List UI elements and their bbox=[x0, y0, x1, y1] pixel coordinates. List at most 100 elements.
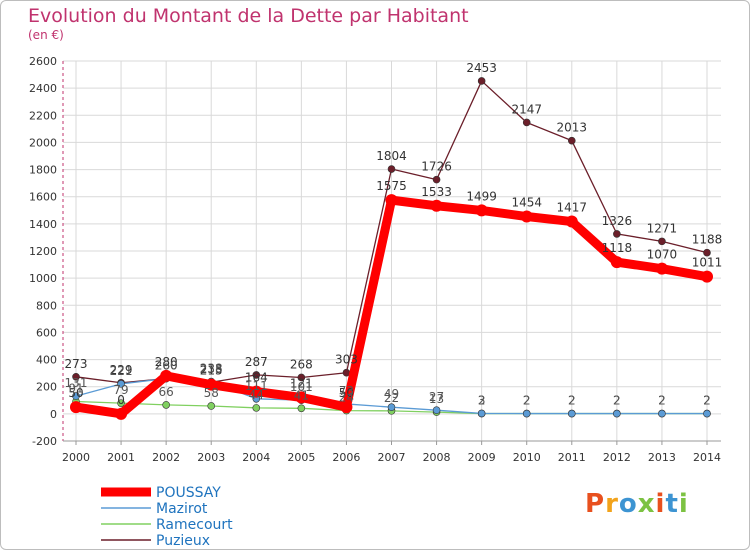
point-mazirot bbox=[522, 409, 531, 418]
legend-label-mazirot: Mazirot bbox=[156, 501, 208, 517]
point-puzieux bbox=[252, 371, 261, 379]
chart-title: Evolution du Montant de la Dette par Hab… bbox=[28, 5, 469, 27]
y-tick-label: 1200 bbox=[29, 245, 57, 258]
data-label-puzieux: 2147 bbox=[511, 102, 542, 116]
data-label-mazirot: 101 bbox=[290, 380, 313, 394]
point-mazirot bbox=[387, 403, 396, 412]
data-label-poussay: 1070 bbox=[647, 248, 678, 262]
data-label-poussay: 1118 bbox=[602, 241, 633, 255]
point-poussay bbox=[430, 199, 443, 212]
point-mazirot bbox=[567, 409, 576, 418]
data-label-puzieux: 303 bbox=[335, 353, 358, 367]
x-tick-label: 2001 bbox=[107, 451, 135, 464]
point-puzieux bbox=[567, 136, 576, 145]
y-tick-label: 1800 bbox=[29, 164, 57, 177]
data-label-ramecourt: 91 bbox=[68, 382, 83, 396]
data-label-ramecourt: 13 bbox=[429, 392, 444, 406]
data-label-poussay: 215 bbox=[200, 364, 223, 378]
y-tick-label: 2200 bbox=[29, 109, 57, 122]
point-mazirot bbox=[613, 409, 621, 418]
point-puzieux bbox=[297, 373, 306, 382]
legend-label-poussay: POUSSAY bbox=[156, 485, 221, 501]
x-tick-label: 2005 bbox=[287, 451, 315, 464]
y-tick-label: 800 bbox=[36, 299, 57, 312]
data-label-puzieux: 229 bbox=[110, 363, 133, 377]
logo-letter: i bbox=[678, 489, 689, 519]
point-mazirot bbox=[703, 409, 711, 418]
data-label-ramecourt: 66 bbox=[159, 385, 174, 399]
point-mazirot bbox=[72, 392, 80, 400]
data-label-mazirot: 2 bbox=[658, 394, 666, 408]
data-label-poussay: 1011 bbox=[692, 256, 723, 270]
point-mazirot bbox=[477, 409, 486, 418]
data-label-mazirot: 2 bbox=[703, 394, 711, 408]
x-tick-label: 2003 bbox=[197, 451, 225, 464]
data-label-poussay: 1499 bbox=[466, 189, 497, 203]
point-poussay bbox=[70, 401, 82, 414]
x-tick-label: 2013 bbox=[648, 451, 676, 464]
y-tick-label: 1400 bbox=[29, 218, 57, 231]
point-poussay bbox=[475, 204, 488, 217]
point-ramecourt bbox=[207, 402, 216, 410]
x-tick-label: 2004 bbox=[242, 451, 270, 464]
data-label-poussay: 121 bbox=[290, 376, 313, 390]
data-label-mazirot: 3 bbox=[478, 393, 486, 407]
x-tick-label: 2011 bbox=[558, 451, 586, 464]
y-tick-label: 200 bbox=[36, 381, 57, 394]
point-puzieux bbox=[658, 237, 666, 246]
data-label-puzieux: 2453 bbox=[466, 61, 497, 75]
point-poussay bbox=[250, 385, 263, 398]
proxiti-logo: Proxiti bbox=[585, 489, 689, 519]
data-label-poussay: 50 bbox=[68, 386, 83, 400]
logo-letter: r bbox=[605, 489, 619, 519]
data-label-mazirot: 2 bbox=[568, 394, 576, 408]
logo-letter: x bbox=[637, 489, 656, 519]
x-tick-label: 2009 bbox=[468, 451, 496, 464]
data-label-puzieux: 1271 bbox=[647, 221, 678, 235]
data-label-poussay: 280 bbox=[155, 355, 178, 369]
data-label-mazirot: 2 bbox=[523, 394, 531, 408]
data-label-mazirot: 49 bbox=[384, 387, 399, 401]
data-label-puzieux: 1804 bbox=[376, 149, 407, 163]
legend-label-ramecourt: Ramecourt bbox=[156, 517, 233, 533]
data-label-ramecourt: 2 bbox=[478, 394, 486, 408]
point-puzieux bbox=[522, 118, 531, 127]
data-label-mazirot: 73 bbox=[339, 384, 354, 398]
data-label-puzieux: 273 bbox=[65, 357, 88, 371]
y-tick-label: 1000 bbox=[29, 272, 57, 285]
point-mazirot bbox=[432, 406, 441, 414]
data-label-poussay: 50 bbox=[339, 386, 354, 400]
point-poussay bbox=[385, 194, 398, 207]
x-tick-label: 2007 bbox=[378, 451, 406, 464]
x-tick-label: 2008 bbox=[423, 451, 451, 464]
data-label-puzieux: 287 bbox=[245, 355, 268, 369]
point-poussay bbox=[610, 256, 623, 269]
y-tick-label: 2400 bbox=[29, 82, 57, 95]
point-puzieux bbox=[432, 175, 441, 184]
data-label-ramecourt: 58 bbox=[204, 386, 219, 400]
data-label-puzieux: 260 bbox=[155, 359, 178, 373]
data-label-mazirot: 131 bbox=[65, 376, 88, 390]
y-tick-label: 400 bbox=[36, 354, 57, 367]
data-label-puzieux: 2013 bbox=[557, 121, 588, 135]
y-tick-label: 2000 bbox=[29, 136, 57, 149]
data-label-mazirot: 260 bbox=[155, 359, 178, 373]
point-puzieux bbox=[477, 77, 486, 85]
x-tick-label: 2010 bbox=[513, 451, 541, 464]
legend-label-puzieux: Puzieux bbox=[156, 533, 210, 549]
y-tick-label: -200 bbox=[32, 435, 57, 448]
point-poussay bbox=[115, 407, 128, 420]
point-puzieux bbox=[387, 165, 396, 173]
point-poussay bbox=[160, 369, 173, 382]
data-label-poussay: 1575 bbox=[376, 179, 407, 193]
data-label-ramecourt: 2 bbox=[523, 394, 531, 408]
data-label-poussay: 1417 bbox=[557, 201, 588, 215]
data-label-puzieux: 1726 bbox=[421, 160, 452, 174]
data-label-poussay: 1454 bbox=[511, 196, 542, 210]
point-poussay bbox=[205, 378, 218, 391]
chart-subtitle: (en €) bbox=[28, 28, 64, 42]
point-poussay bbox=[295, 391, 308, 404]
x-tick-label: 2002 bbox=[152, 451, 180, 464]
data-label-puzieux: 233 bbox=[200, 362, 223, 376]
